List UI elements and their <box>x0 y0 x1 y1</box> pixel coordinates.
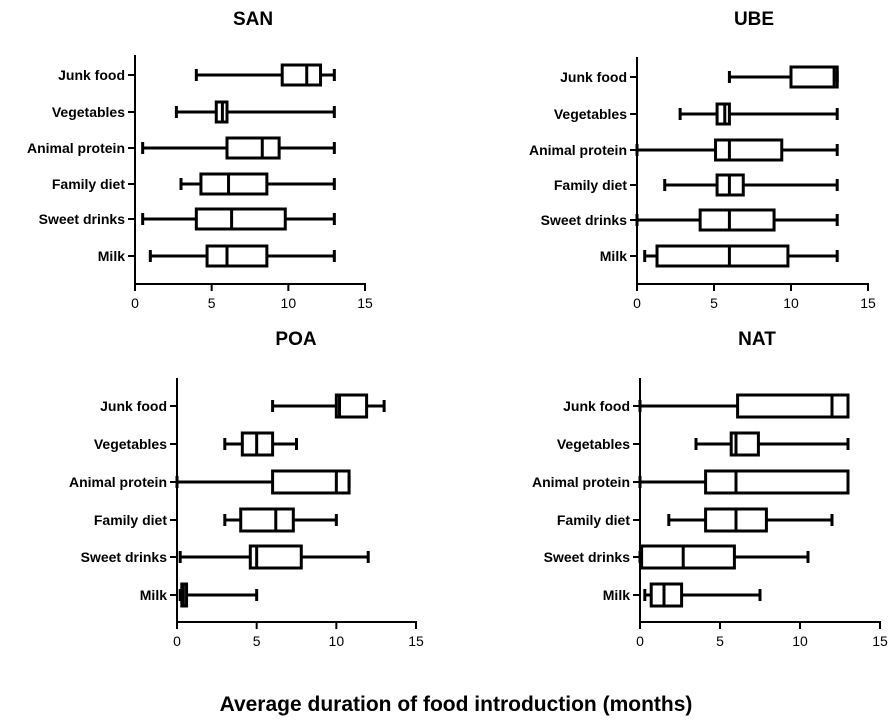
x-tick-label: 0 <box>636 633 644 649</box>
x-tick-label: 10 <box>792 633 808 649</box>
box-animal-protein <box>638 469 850 495</box>
box-sweet-drinks <box>141 207 336 231</box>
iqr-box <box>271 469 351 495</box>
iqr-box <box>715 102 731 126</box>
panel-title-poa: POA <box>275 329 316 350</box>
iqr-box <box>194 207 287 231</box>
iqr-box <box>729 431 760 457</box>
category-label: Milk <box>603 587 630 603</box>
category-label: Milk <box>98 248 125 264</box>
iqr-box <box>698 208 776 232</box>
panel-title-ube: UBE <box>734 9 774 30</box>
category-label: Junk food <box>563 398 630 414</box>
box-animal-protein <box>141 136 336 160</box>
x-tick-label: 15 <box>408 633 424 649</box>
category-label: Animal protein <box>69 474 167 490</box>
box-sweet-drinks <box>635 208 839 232</box>
iqr-box <box>649 582 684 608</box>
x-tick-label: 15 <box>860 295 876 311</box>
category-label: Junk food <box>58 67 125 83</box>
iqr-box <box>655 244 790 268</box>
iqr-box <box>640 544 736 570</box>
iqr-box <box>334 393 369 419</box>
x-tick-label: 10 <box>281 295 297 311</box>
box-milk <box>643 244 839 268</box>
x-tick-label: 5 <box>208 295 216 311</box>
box-milk <box>178 582 259 608</box>
x-tick-label: 0 <box>633 295 641 311</box>
iqr-box <box>248 544 303 570</box>
x-tick-label: 0 <box>173 633 181 649</box>
box-animal-protein <box>175 469 351 495</box>
box-sweet-drinks <box>178 544 370 570</box>
panel-nat: NAT 0 5 10 15 Junk food Vegetables Animal prote… <box>532 329 888 649</box>
category-label: Animal protein <box>529 142 627 158</box>
category-label: Family diet <box>554 177 627 193</box>
category-label: Sweet drinks <box>81 549 168 565</box>
box-sweet-drinks <box>638 544 810 570</box>
iqr-box <box>736 393 850 419</box>
box-milk <box>148 244 336 268</box>
category-label: Family diet <box>52 176 125 192</box>
x-tick-label: 0 <box>131 295 139 311</box>
x-tick-label: 10 <box>783 295 799 311</box>
box-junk-food <box>194 63 336 87</box>
box-vegetables <box>174 100 336 124</box>
panel-poa: POA 0 5 10 15 Junk food Vegetables Animal prote… <box>69 329 424 649</box>
iqr-box <box>225 136 281 160</box>
category-label: Sweet drinks <box>39 211 126 227</box>
category-label: Vegetables <box>52 104 125 120</box>
category-label: Sweet drinks <box>544 549 631 565</box>
iqr-box <box>789 65 839 89</box>
x-tick-label: 10 <box>329 633 345 649</box>
x-tick-label: 15 <box>872 633 888 649</box>
category-label: Vegetables <box>94 436 167 452</box>
iqr-box <box>205 244 269 268</box>
category-label: Family diet <box>94 512 167 528</box>
box-vegetables <box>223 431 298 457</box>
category-label: Animal protein <box>532 474 630 490</box>
category-label: Animal protein <box>27 140 125 156</box>
box-family-diet <box>667 507 834 533</box>
panel-title-san: SAN <box>233 9 273 30</box>
category-label: Milk <box>600 248 627 264</box>
iqr-box <box>704 469 850 495</box>
box-junk-food <box>727 65 839 89</box>
panel-ube: UBE 0 5 10 15 Junk food Vegetables Animal prote… <box>529 9 876 311</box>
iqr-box <box>280 63 323 87</box>
iqr-box <box>714 138 784 162</box>
box-family-diet <box>663 173 839 197</box>
panel-title-nat: NAT <box>738 329 776 350</box>
category-label: Milk <box>140 587 167 603</box>
iqr-box <box>239 507 295 533</box>
category-label: Vegetables <box>557 436 630 452</box>
x-tick-label: 5 <box>253 633 261 649</box>
category-label: Sweet drinks <box>541 212 628 228</box>
category-label: Junk food <box>100 398 167 414</box>
box-family-diet <box>179 172 336 196</box>
x-tick-label: 5 <box>716 633 724 649</box>
box-milk <box>643 582 762 608</box>
box-animal-protein <box>635 138 839 162</box>
iqr-box <box>199 172 269 196</box>
x-tick-label: 5 <box>710 295 718 311</box>
box-junk-food <box>638 393 850 419</box>
box-vegetables <box>678 102 839 126</box>
category-label: Junk food <box>560 69 627 85</box>
category-label: Vegetables <box>554 106 627 122</box>
panel-san: SAN 0 5 10 15 Junk food Vegetables Animal prote… <box>27 9 373 311</box>
category-label: Family diet <box>557 512 630 528</box>
x-tick-label: 15 <box>357 295 373 311</box>
global-x-axis-label: Average duration of food introduction (m… <box>220 693 693 716</box>
box-vegetables <box>694 431 850 457</box>
box-junk-food <box>271 393 386 419</box>
box-family-diet <box>223 507 338 533</box>
